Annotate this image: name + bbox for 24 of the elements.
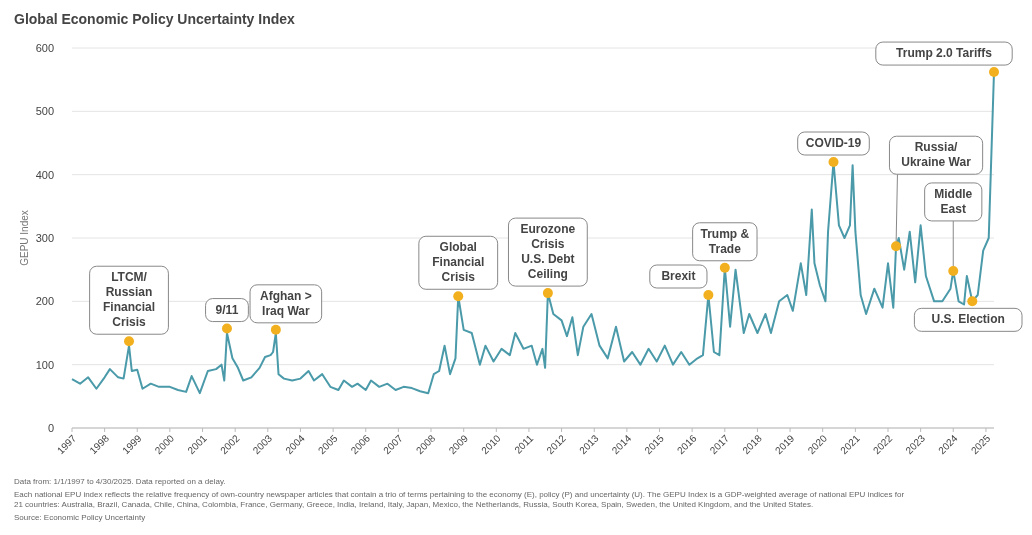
y-axis-title: GEPU Index [19,210,30,266]
chart-title: Global Economic Policy Uncertainty Index [14,11,296,27]
annotation: Middle East [934,186,973,216]
annotation: Russia/ Ukraine War [901,140,972,170]
annotation: Trump & Trade [700,226,750,256]
y-tick-label: 0 [47,421,54,434]
annotation: Eurozone Crisis U.S. Debt Ceiling [520,222,576,282]
source-note: Source: Economic Policy Uncertainty [14,513,146,522]
annotation: Trump 2.0 Tariffs [896,46,993,61]
annotation: LTCM/ Russian Financial Crisis [103,270,156,330]
annotation: COVID-19 [805,136,862,150]
annotation: Brexit [661,269,696,283]
annotation: 9/11 [215,302,239,317]
annotation: U.S. Election [931,312,1005,327]
y-tick-label: 200 [35,295,54,308]
y-tick-label: 400 [35,168,54,181]
y-tick-label: 500 [35,105,54,118]
annotation: Global Financial Crisis [432,240,485,285]
text: Each national EPU index reflects the relative frequency of own-country newspaper articles that contain a trio of terms pertaining to the economy (E), policy (P) and uncertainty (U). The GEPU Index is a GDP-weighted average of national EPU indices for 21 countries: Australia, Brazil, Canada, Chile, China, Colombia, France, Germany, Greece, India, Ireland, Italy, Japan, Mexico, the Netherlands, Russia, South Korea, Spain, Sweden, the United Kingdom, and the United States. [14,490,905,509]
y-tick-label: 100 [35,358,54,371]
text: Data from: 1/1/1997 to 4/30/2025. Data reported on a delay. [14,477,226,486]
y-tick-label: 600 [35,41,54,54]
y-tick-label: 300 [35,231,54,244]
annotation: Afghan > Iraq War [260,288,312,318]
